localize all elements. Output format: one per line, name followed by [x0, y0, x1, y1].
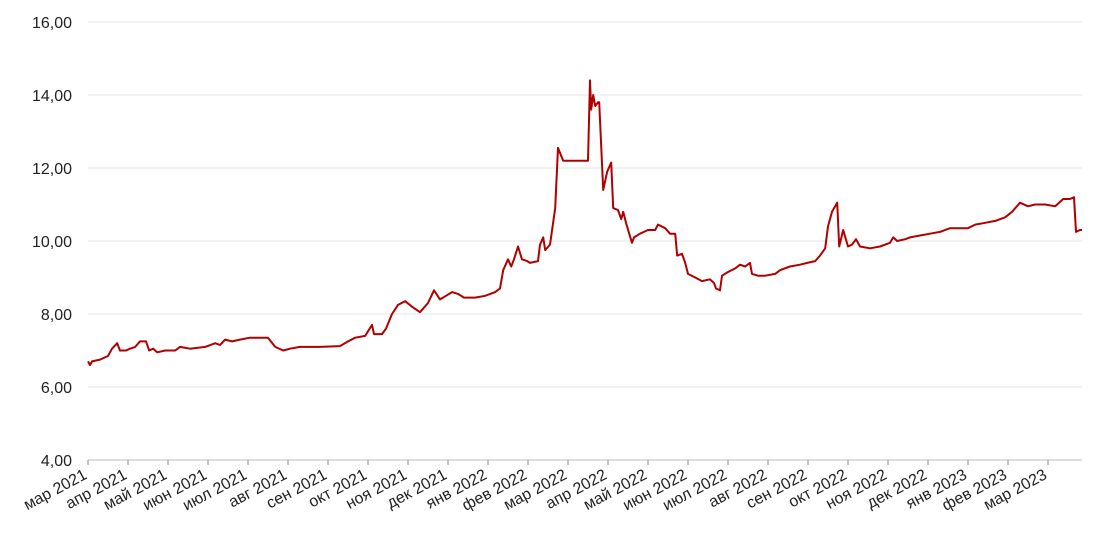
y-tick-label: 16,00 — [32, 15, 72, 32]
y-tick-label: 6,00 — [41, 380, 72, 397]
y-tick-label: 8,00 — [41, 307, 72, 324]
y-tick-label: 4,00 — [41, 453, 72, 470]
y-tick-label: 10,00 — [32, 234, 72, 251]
line — [87, 79, 1082, 367]
y-tick-label: 14,00 — [32, 88, 72, 105]
y-tick-label: 12,00 — [32, 161, 72, 178]
